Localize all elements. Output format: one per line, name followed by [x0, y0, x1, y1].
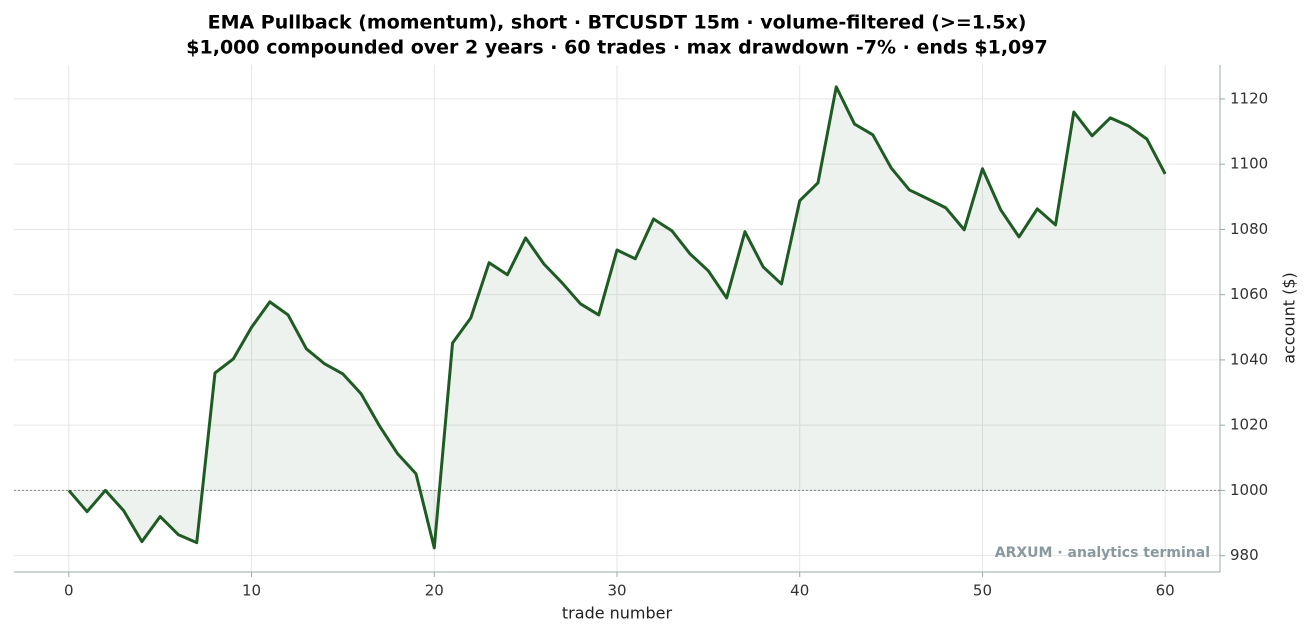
y-tick-label: 980	[1230, 546, 1259, 564]
x-tick-label: 30	[607, 582, 626, 600]
line	[67, 85, 1167, 550]
chart-title: EMA Pullback (momentum), short · BTCUSDT…	[208, 12, 1027, 34]
watermark: ARXUM · analytics terminal	[995, 545, 1210, 561]
chart-subtitle: $1,000 compounded over 2 years · 60 trad…	[186, 37, 1047, 59]
y-tick-label: 1040	[1230, 350, 1268, 368]
y-axis-label: account ($)	[1280, 272, 1299, 364]
x-tick-label: 20	[425, 582, 444, 600]
y-tick-label: 1060	[1230, 285, 1268, 303]
y-tick-label: 1100	[1230, 155, 1268, 173]
x-axis-label: trade number	[562, 604, 673, 623]
x-tick-label: 10	[242, 582, 261, 600]
x-tick-label: 40	[790, 582, 809, 600]
y-tick-label: 1120	[1230, 89, 1268, 107]
x-tick-label: 50	[973, 582, 992, 600]
x-tick-label: 0	[64, 582, 74, 600]
y-tick-label: 1080	[1230, 220, 1268, 238]
y-tick-label: 1000	[1230, 481, 1268, 499]
x-tick-label: 60	[1156, 582, 1175, 600]
area	[68, 86, 1166, 548]
y-tick-label: 1020	[1230, 416, 1268, 434]
